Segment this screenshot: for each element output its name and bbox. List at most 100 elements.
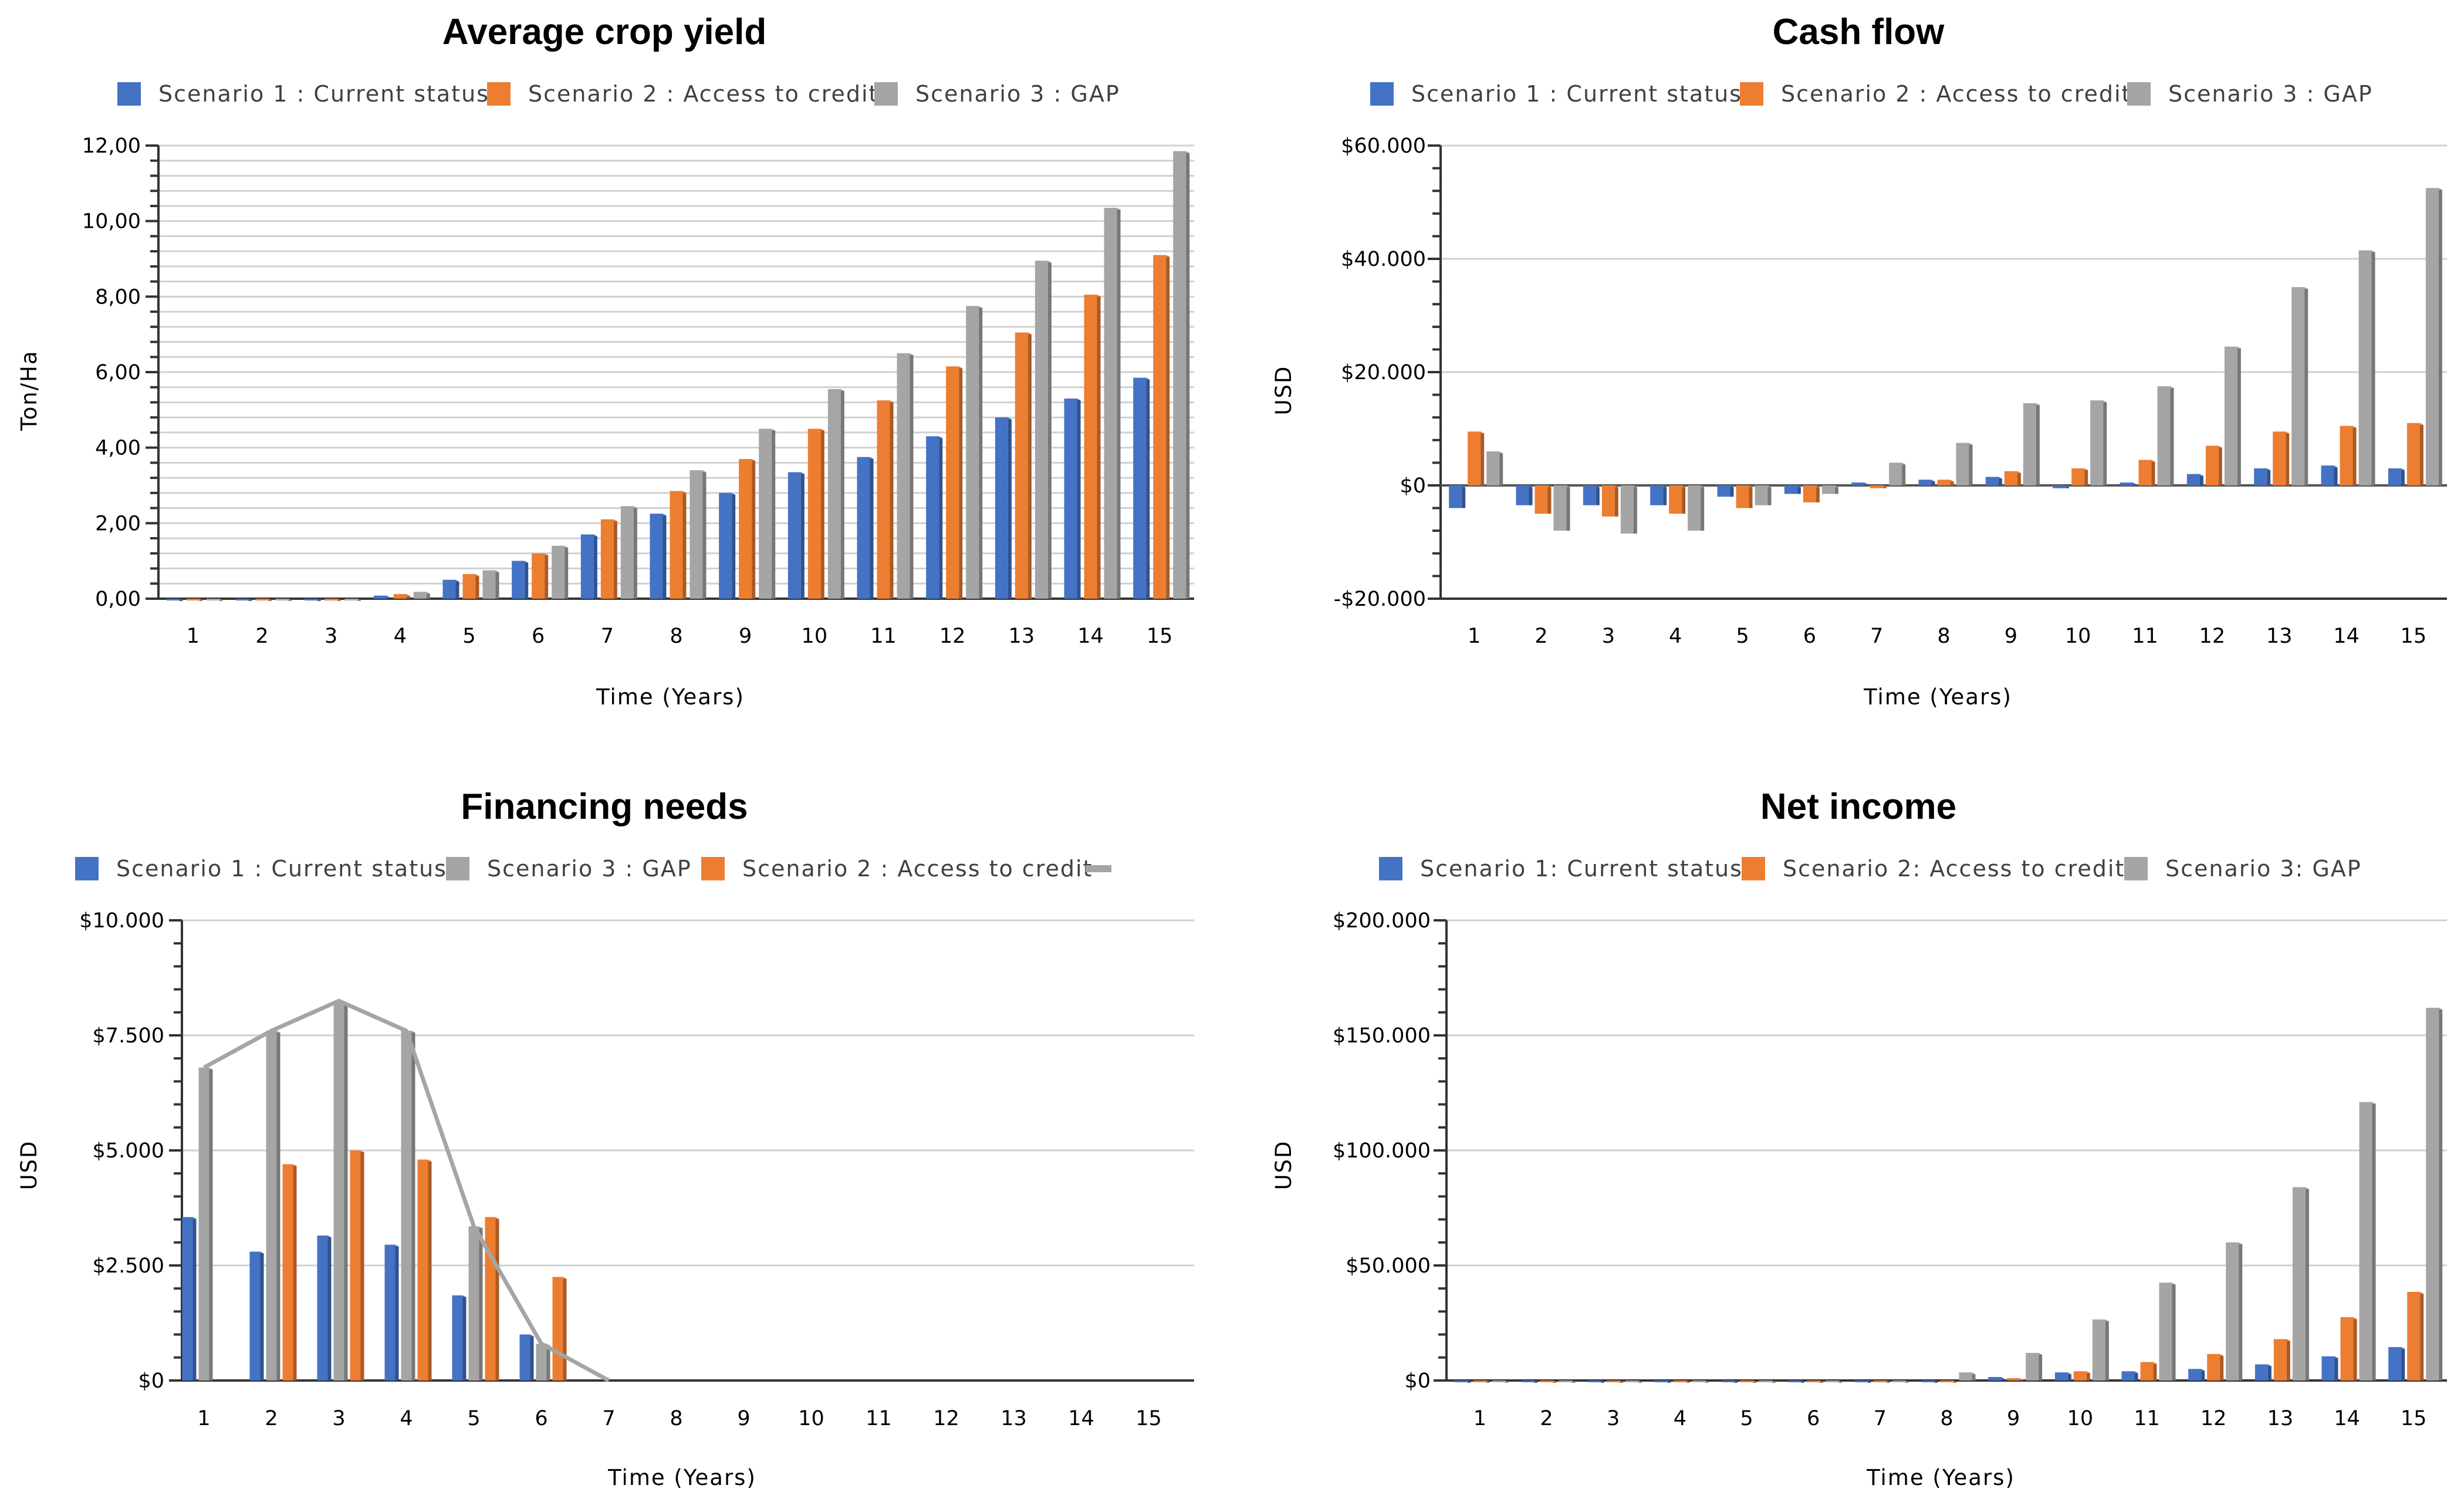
bar-cashflow-s2-10[interactable] (2071, 468, 2088, 485)
bar-netincome-s3-12[interactable] (2226, 1242, 2243, 1381)
bar-cashflow-s1-8[interactable] (1918, 480, 1935, 485)
bar-netincome-s2-9[interactable] (2007, 1378, 2024, 1381)
bar-yield-s1-6[interactable] (512, 561, 529, 599)
bar-financing-s2-2[interactable] (266, 1031, 280, 1381)
bar-netincome-s2-14[interactable] (2340, 1317, 2357, 1381)
bar-cashflow-s3-1[interactable] (1486, 451, 1503, 485)
bar-financing-s1-3[interactable] (317, 1236, 332, 1381)
bar-netincome-s1-6[interactable] (1788, 1381, 1805, 1383)
bar-financing-s1-2[interactable] (249, 1251, 264, 1381)
bar-yield-s3-2[interactable] (275, 599, 292, 601)
bar-netincome-s2-7[interactable] (1873, 1381, 1890, 1383)
bar-yield-s1-2[interactable] (235, 599, 252, 601)
bar-financing-s1-5[interactable] (452, 1295, 467, 1381)
bar-netincome-s1-11[interactable] (2121, 1371, 2138, 1381)
legend-item[interactable]: Scenario 3 : GAP (446, 856, 692, 882)
bar-yield-s3-4[interactable] (413, 592, 430, 599)
bar-cashflow-s1-1[interactable] (1449, 485, 1466, 508)
bar-netincome-s2-2[interactable] (1540, 1381, 1557, 1383)
bar-cashflow-s3-10[interactable] (2090, 400, 2107, 485)
bar-netincome-s1-14[interactable] (2321, 1356, 2338, 1381)
bar-cashflow-s1-9[interactable] (1985, 477, 2002, 485)
bar-yield-s2-5[interactable] (462, 574, 479, 599)
bar-yield-s3-5[interactable] (482, 570, 499, 599)
bar-netincome-s3-2[interactable] (1559, 1381, 1576, 1383)
bar-netincome-s3-4[interactable] (1692, 1381, 1709, 1383)
bar-cashflow-s3-3[interactable] (1620, 485, 1637, 534)
bar-cashflow-s2-12[interactable] (2205, 445, 2222, 485)
bar-yield-s3-13[interactable] (1035, 261, 1052, 599)
bar-yield-s3-10[interactable] (827, 389, 844, 599)
bar-cashflow-s3-11[interactable] (2157, 386, 2174, 485)
bar-cashflow-s3-6[interactable] (1821, 485, 1838, 494)
bar-yield-s1-5[interactable] (442, 579, 459, 599)
bar-cashflow-s3-2[interactable] (1553, 485, 1570, 531)
bar-cashflow-s2-14[interactable] (2340, 426, 2357, 485)
bar-netincome-s2-10[interactable] (2073, 1371, 2090, 1381)
bar-netincome-s3-6[interactable] (1826, 1381, 1843, 1383)
bar-netincome-s1-2[interactable] (1521, 1381, 1538, 1383)
bar-cashflow-s2-9[interactable] (2004, 471, 2021, 485)
bar-financing-s3-3[interactable] (350, 1150, 364, 1381)
bar-cashflow-s2-7[interactable] (1870, 485, 1887, 488)
bar-cashflow-s3-15[interactable] (2425, 188, 2442, 485)
bar-cashflow-s2-8[interactable] (1937, 480, 1954, 485)
legend-item[interactable]: Scenario 2 : Access to credit (487, 81, 878, 107)
bar-cashflow-s3-12[interactable] (2224, 346, 2241, 485)
bar-cashflow-s3-9[interactable] (2023, 403, 2040, 485)
bar-yield-s1-7[interactable] (580, 534, 597, 599)
bar-netincome-s1-15[interactable] (2388, 1347, 2405, 1381)
legend-item[interactable]: Scenario 3: GAP (2124, 856, 2362, 882)
legend-item[interactable]: Scenario 3 : GAP (2127, 81, 2373, 107)
bar-financing-s1-6[interactable] (519, 1334, 534, 1381)
bar-yield-s2-8[interactable] (670, 491, 687, 599)
bar-financing-s3-6[interactable] (552, 1277, 567, 1381)
bar-cashflow-s2-3[interactable] (1601, 485, 1618, 517)
bar-netincome-s3-1[interactable] (1492, 1381, 1509, 1383)
bar-yield-s1-3[interactable] (305, 599, 322, 601)
bar-cashflow-s2-4[interactable] (1669, 485, 1686, 514)
bar-netincome-s3-14[interactable] (2359, 1102, 2376, 1381)
legend-item[interactable]: Scenario 2 : Access to credit (701, 856, 1093, 882)
bar-netincome-s2-6[interactable] (1807, 1381, 1824, 1383)
bar-yield-s2-13[interactable] (1015, 332, 1032, 599)
bar-financing-s3-4[interactable] (417, 1159, 432, 1381)
bar-cashflow-s1-11[interactable] (2120, 482, 2137, 485)
bar-netincome-s1-1[interactable] (1454, 1381, 1471, 1383)
bar-yield-s2-9[interactable] (739, 458, 756, 599)
bar-yield-s3-15[interactable] (1173, 151, 1190, 599)
bar-netincome-s2-8[interactable] (1940, 1381, 1957, 1383)
bar-financing-s2-1[interactable] (198, 1067, 213, 1381)
bar-yield-s1-8[interactable] (650, 514, 667, 599)
bar-yield-s1-14[interactable] (1064, 399, 1081, 599)
bar-cashflow-s1-4[interactable] (1650, 485, 1667, 505)
bar-netincome-s2-1[interactable] (1473, 1381, 1490, 1383)
bar-cashflow-s1-7[interactable] (1851, 482, 1868, 485)
bar-cashflow-s2-15[interactable] (2406, 423, 2424, 485)
bar-cashflow-s1-15[interactable] (2388, 468, 2405, 485)
legend-item[interactable] (1086, 865, 1111, 872)
legend-item[interactable]: Scenario 1 : Current status (75, 856, 447, 882)
bar-netincome-s3-13[interactable] (2292, 1187, 2309, 1381)
bar-netincome-s3-11[interactable] (2159, 1282, 2176, 1381)
bar-netincome-s3-10[interactable] (2092, 1319, 2109, 1381)
bar-cashflow-s1-14[interactable] (2321, 465, 2338, 485)
bar-netincome-s1-9[interactable] (1988, 1377, 2005, 1381)
legend-item[interactable]: Scenario 1 : Current status (117, 81, 489, 107)
bar-yield-s1-15[interactable] (1133, 377, 1150, 599)
bar-cashflow-s3-13[interactable] (2291, 287, 2308, 485)
bar-netincome-s2-5[interactable] (1740, 1381, 1757, 1383)
bar-yield-s3-8[interactable] (689, 470, 707, 599)
bar-financing-s1-4[interactable] (384, 1244, 399, 1381)
bar-cashflow-s1-2[interactable] (1516, 485, 1533, 505)
bar-yield-s2-3[interactable] (325, 599, 342, 601)
bar-cashflow-s1-12[interactable] (2186, 474, 2203, 485)
bar-cashflow-s2-5[interactable] (1736, 485, 1753, 508)
bar-yield-s1-13[interactable] (995, 417, 1012, 599)
bar-financing-s2-4[interactable] (401, 1031, 415, 1381)
bar-cashflow-s1-5[interactable] (1717, 485, 1734, 497)
bar-yield-s3-7[interactable] (620, 506, 637, 599)
legend-item[interactable]: Scenario 2 : Access to credit (1740, 81, 2131, 107)
bar-netincome-s1-3[interactable] (1588, 1381, 1605, 1383)
bar-yield-s2-1[interactable] (186, 599, 203, 601)
